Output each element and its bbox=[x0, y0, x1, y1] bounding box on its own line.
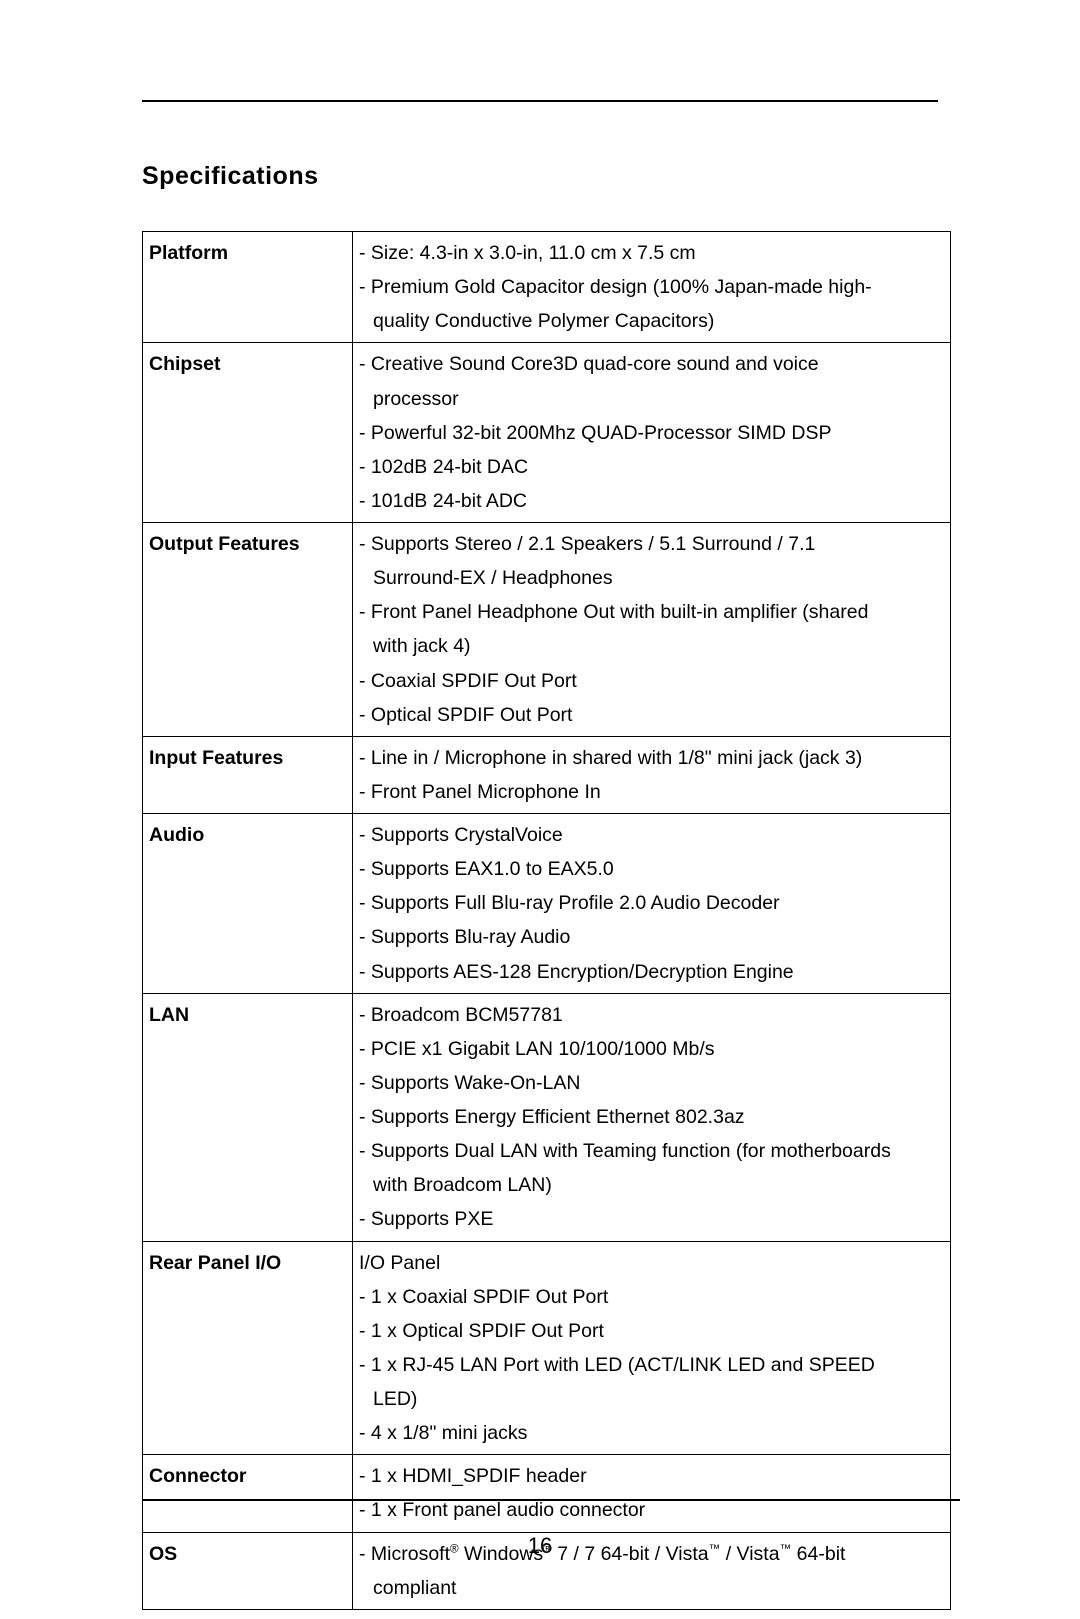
spec-label: Output Features bbox=[143, 523, 353, 737]
spec-line: Surround-EX / Headphones bbox=[359, 561, 944, 595]
spec-value: - 1 x HDMI_SPDIF header- 1 x Front panel… bbox=[353, 1455, 951, 1532]
spec-line: - 101dB 24-bit ADC bbox=[359, 484, 944, 518]
spec-line: LED) bbox=[359, 1382, 944, 1416]
spec-line: I/O Panel bbox=[359, 1246, 944, 1280]
spec-line: - Supports CrystalVoice bbox=[359, 818, 944, 852]
spec-line: - Broadcom BCM57781 bbox=[359, 998, 944, 1032]
bottom-rule bbox=[142, 1499, 960, 1501]
spec-value: - Supports CrystalVoice- Supports EAX1.0… bbox=[353, 814, 951, 994]
spec-line: - Supports Dual LAN with Teaming functio… bbox=[359, 1134, 944, 1168]
spec-value: - Size: 4.3-in x 3.0-in, 11.0 cm x 7.5 c… bbox=[353, 232, 951, 343]
spec-value: - Supports Stereo / 2.1 Speakers / 5.1 S… bbox=[353, 523, 951, 737]
spec-label: Platform bbox=[143, 232, 353, 343]
spec-line: processor bbox=[359, 382, 944, 416]
spec-line: - 1 x Coaxial SPDIF Out Port bbox=[359, 1280, 944, 1314]
spec-line: - Coaxial SPDIF Out Port bbox=[359, 664, 944, 698]
spec-label: Chipset bbox=[143, 343, 353, 523]
section-title: Specifications bbox=[142, 162, 938, 191]
spec-line: - 102dB 24-bit DAC bbox=[359, 450, 944, 484]
spec-line: - 1 x HDMI_SPDIF header bbox=[359, 1459, 944, 1493]
spec-line: quality Conductive Polymer Capacitors) bbox=[359, 304, 944, 338]
table-row: Audio- Supports CrystalVoice- Supports E… bbox=[143, 814, 951, 994]
specifications-table: Platform- Size: 4.3-in x 3.0-in, 11.0 cm… bbox=[142, 231, 951, 1610]
spec-label: Rear Panel I/O bbox=[143, 1241, 353, 1455]
spec-line: - PCIE x1 Gigabit LAN 10/100/1000 Mb/s bbox=[359, 1032, 944, 1066]
spec-line: - Supports Wake-On-LAN bbox=[359, 1066, 944, 1100]
spec-line: - Supports PXE bbox=[359, 1202, 944, 1236]
spec-label: Input Features bbox=[143, 736, 353, 813]
spec-value: - Line in / Microphone in shared with 1/… bbox=[353, 736, 951, 813]
table-row: Platform- Size: 4.3-in x 3.0-in, 11.0 cm… bbox=[143, 232, 951, 343]
table-row: Chipset- Creative Sound Core3D quad-core… bbox=[143, 343, 951, 523]
table-row: LAN- Broadcom BCM57781- PCIE x1 Gigabit … bbox=[143, 993, 951, 1241]
spec-line: - Premium Gold Capacitor design (100% Ja… bbox=[359, 270, 944, 304]
spec-label: Connector bbox=[143, 1455, 353, 1532]
spec-value: I/O Panel- 1 x Coaxial SPDIF Out Port- 1… bbox=[353, 1241, 951, 1455]
spec-line: - 1 x RJ-45 LAN Port with LED (ACT/LINK … bbox=[359, 1348, 944, 1382]
top-rule bbox=[142, 100, 938, 102]
table-row: Output Features- Supports Stereo / 2.1 S… bbox=[143, 523, 951, 737]
spec-line: - Supports Energy Efficient Ethernet 802… bbox=[359, 1100, 944, 1134]
spec-line: - Optical SPDIF Out Port bbox=[359, 698, 944, 732]
table-row: Rear Panel I/OI/O Panel- 1 x Coaxial SPD… bbox=[143, 1241, 951, 1455]
spec-line: with jack 4) bbox=[359, 629, 944, 663]
spec-line: - Supports Stereo / 2.1 Speakers / 5.1 S… bbox=[359, 527, 944, 561]
spec-line: - Supports EAX1.0 to EAX5.0 bbox=[359, 852, 944, 886]
page-number: 16 bbox=[0, 1533, 1080, 1559]
spec-line: - 4 x 1/8" mini jacks bbox=[359, 1416, 944, 1450]
table-row: Input Features- Line in / Microphone in … bbox=[143, 736, 951, 813]
spec-line: - Supports Full Blu-ray Profile 2.0 Audi… bbox=[359, 886, 944, 920]
spec-line: with Broadcom LAN) bbox=[359, 1168, 944, 1202]
spec-line: - Supports AES-128 Encryption/Decryption… bbox=[359, 955, 944, 989]
spec-line: - Powerful 32-bit 200Mhz QUAD-Processor … bbox=[359, 416, 944, 450]
table-row: Connector- 1 x HDMI_SPDIF header- 1 x Fr… bbox=[143, 1455, 951, 1532]
spec-label: Audio bbox=[143, 814, 353, 994]
spec-value: - Creative Sound Core3D quad-core sound … bbox=[353, 343, 951, 523]
spec-line: - Line in / Microphone in shared with 1/… bbox=[359, 741, 944, 775]
spec-line: - Supports Blu-ray Audio bbox=[359, 920, 944, 954]
spec-line: - Creative Sound Core3D quad-core sound … bbox=[359, 347, 944, 381]
spec-line: - Size: 4.3-in x 3.0-in, 11.0 cm x 7.5 c… bbox=[359, 236, 944, 270]
spec-label: LAN bbox=[143, 993, 353, 1241]
spec-line: - Front Panel Microphone In bbox=[359, 775, 944, 809]
spec-line: - 1 x Optical SPDIF Out Port bbox=[359, 1314, 944, 1348]
spec-line: - Front Panel Headphone Out with built-i… bbox=[359, 595, 944, 629]
document-page: Specifications Platform- Size: 4.3-in x … bbox=[0, 0, 1080, 1619]
spec-value: - Broadcom BCM57781- PCIE x1 Gigabit LAN… bbox=[353, 993, 951, 1241]
